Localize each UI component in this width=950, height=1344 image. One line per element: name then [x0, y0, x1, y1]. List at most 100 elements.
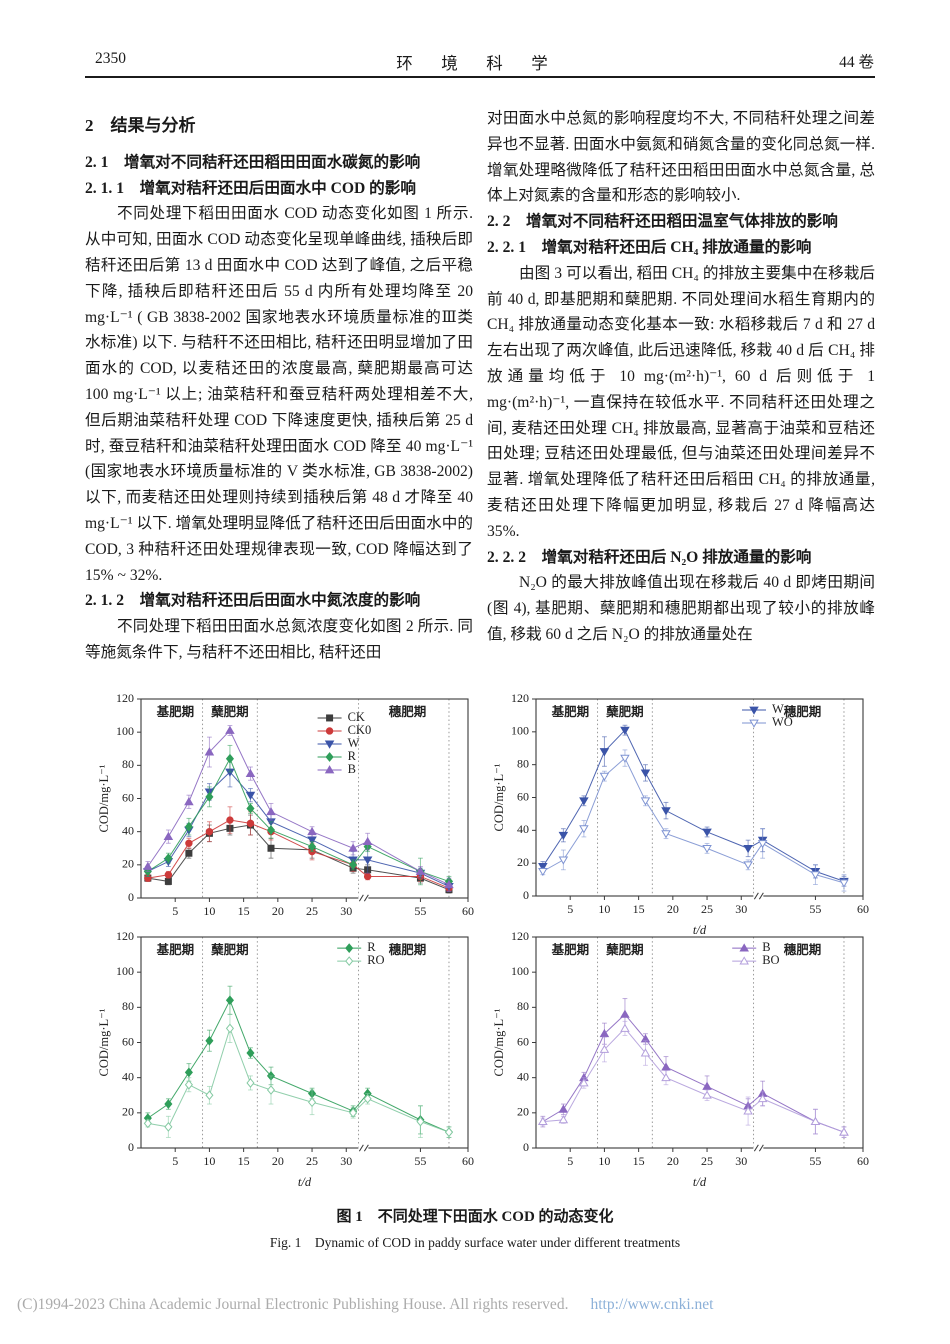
svg-text:5: 5	[567, 902, 573, 916]
svg-text:40: 40	[517, 1069, 529, 1083]
svg-text:20: 20	[517, 855, 529, 869]
chart-cod-wheat-straw: 0 20 40 60 80 100 120 5 10 15 20 25 30 55 60 基肥期 蘖肥期 穗肥期 C…	[492, 691, 869, 937]
paragraph: 对田面水中总氮的影响程度均不大, 不同秸秆处理之间差异也不显著. 田面水中氨氮和…	[487, 110, 875, 205]
svg-text:0: 0	[128, 1140, 134, 1154]
svg-text:穗肥期: 穗肥期	[389, 704, 427, 719]
svg-text:B: B	[348, 762, 356, 776]
svg-text:蘖肥期: 蘖肥期	[210, 704, 249, 719]
series-WO	[538, 749, 849, 892]
svg-text:W: W	[772, 702, 784, 716]
svg-text:15: 15	[238, 904, 250, 918]
svg-text:蘖肥期: 蘖肥期	[210, 942, 249, 957]
header-volume-label: 44 卷	[839, 54, 874, 71]
svg-text:t/d: t/d	[298, 1175, 312, 1189]
figure-caption-zh: 图 1 不同处理下田面水 COD 的动态变化	[336, 1209, 614, 1225]
svg-text:t/d: t/d	[693, 923, 707, 937]
svg-text:80: 80	[517, 756, 529, 770]
svg-text:穗肥期: 穗肥期	[784, 704, 822, 719]
svg-text:20: 20	[272, 904, 284, 918]
svg-text:120: 120	[511, 691, 529, 705]
svg-text:COD/mg·L⁻¹: COD/mg·L⁻¹	[97, 1008, 111, 1076]
page-footer: (C)1994-2023 China Academic Journal Elec…	[17, 1296, 713, 1314]
svg-text:20: 20	[667, 1154, 679, 1168]
svg-text:5: 5	[172, 904, 178, 918]
svg-text:蘖肥期: 蘖肥期	[605, 704, 644, 719]
section-heading: 2 结果与分析	[85, 116, 196, 135]
svg-text:60: 60	[122, 790, 134, 804]
series-BO	[538, 1020, 849, 1138]
svg-text:0: 0	[523, 888, 529, 902]
svg-text:100: 100	[116, 724, 134, 738]
svg-text:W: W	[348, 736, 360, 750]
svg-text:30: 30	[735, 902, 747, 916]
footer-copyright: (C)1994-2023 China Academic Journal Elec…	[17, 1296, 569, 1313]
svg-text:55: 55	[414, 1154, 426, 1168]
svg-text:CK0: CK0	[348, 723, 372, 737]
header-rule	[85, 76, 875, 78]
svg-text:20: 20	[272, 1154, 284, 1168]
svg-text:基肥期: 基肥期	[156, 704, 195, 719]
section-heading: 2. 2 增氧对不同秸秆还田稻田温室气体排放的影响	[487, 213, 838, 231]
svg-text:120: 120	[116, 929, 134, 943]
figure-caption-en: Fig. 1 Dynamic of COD in paddy surface w…	[269, 1235, 681, 1250]
svg-text:0: 0	[128, 890, 134, 904]
chart-cod-bean-straw: 0 20 40 60 80 100 120 5 10 15 20 25 30 55 60 基肥期 蘖肥期 穗肥期 C…	[492, 929, 869, 1189]
svg-text:0: 0	[523, 1140, 529, 1154]
svg-text:25: 25	[701, 1154, 713, 1168]
paragraph: 不同处理下稻田田面水 COD 动态变化如图 1 所示. 从中可知, 田面水 CO…	[85, 205, 473, 584]
svg-text:60: 60	[857, 1154, 869, 1168]
article-right-column: 对田面水中总氮的影响程度均不大, 不同秸秆处理之间差异也不显著. 田面水中氨氮和…	[487, 106, 875, 648]
svg-text:100: 100	[511, 724, 529, 738]
paragraph: N₂O 的最大排放峰值出现在移栽后 40 d 即烤田期间(图 4), 基肥期、蘖…	[487, 574, 875, 643]
svg-text:25: 25	[306, 1154, 318, 1168]
svg-text:10: 10	[203, 904, 215, 918]
svg-text:30: 30	[340, 1154, 352, 1168]
svg-text:BO: BO	[762, 953, 779, 967]
series-RO	[143, 1013, 454, 1138]
svg-text:R: R	[367, 940, 376, 954]
svg-text:5: 5	[172, 1154, 178, 1168]
article-left-column: 2 结果与分析 2. 1 增氧对不同秸秆还田稻田田面水碳氮的影响 2. 1. 1 增…	[85, 106, 473, 666]
svg-text:穗肥期: 穗肥期	[784, 942, 822, 957]
svg-text:30: 30	[340, 904, 352, 918]
series-B	[538, 998, 849, 1138]
svg-text:60: 60	[462, 904, 474, 918]
svg-text:80: 80	[122, 757, 134, 771]
svg-text:基肥期: 基肥期	[551, 704, 590, 719]
section-heading: 2. 2. 1 增氧对秸秆还田后 CH₄ 排放通量的影响	[487, 238, 812, 256]
section-heading: 2. 2. 2 增氧对秸秆还田后 N₂O 排放通量的影响	[487, 548, 812, 566]
svg-text:穗肥期: 穗肥期	[389, 942, 427, 957]
chart-cod-all-treatments: 0 20 40 60 80 100 120 5 10 15 20 25 30 55 60 基肥期 蘖肥期 穗肥期 C…	[97, 691, 474, 918]
svg-text:RO: RO	[367, 953, 384, 967]
paragraph: 由图 3 可以看出, 稻田 CH₄ 的排放主要集中在移栽后前 40 d, 即基肥…	[487, 264, 875, 540]
svg-text:蘖肥期: 蘖肥期	[605, 942, 644, 957]
svg-text:80: 80	[122, 999, 134, 1013]
svg-text:20: 20	[122, 857, 134, 871]
series-R	[143, 744, 454, 887]
svg-text:WO: WO	[772, 715, 793, 729]
svg-text:10: 10	[598, 902, 610, 916]
svg-text:60: 60	[462, 1154, 474, 1168]
svg-text:COD/mg·L⁻¹: COD/mg·L⁻¹	[492, 1008, 506, 1076]
svg-text:100: 100	[511, 964, 529, 978]
svg-text:55: 55	[414, 904, 426, 918]
svg-text:20: 20	[517, 1105, 529, 1119]
svg-text:15: 15	[238, 1154, 250, 1168]
footer-url[interactable]: http://www.cnki.net	[590, 1296, 714, 1313]
svg-text:80: 80	[517, 999, 529, 1013]
header-page-number: 2350	[95, 50, 126, 67]
svg-text:20: 20	[122, 1105, 134, 1119]
svg-text:40: 40	[122, 1069, 134, 1083]
svg-text:CK: CK	[348, 710, 365, 724]
series-W	[538, 724, 849, 887]
svg-text:COD/mg·L⁻¹: COD/mg·L⁻¹	[492, 763, 506, 831]
svg-text:15: 15	[633, 1154, 645, 1168]
svg-text:5: 5	[567, 1154, 573, 1168]
section-heading: 2. 1. 2 增氧对秸秆还田后田面水中氮浓度的影响	[85, 592, 421, 610]
svg-text:10: 10	[203, 1154, 215, 1168]
svg-text:60: 60	[517, 789, 529, 803]
series-B	[143, 725, 454, 892]
paragraph: 不同处理下稻田田面水总氮浓度变化如图 2 所示. 同等施氮条件下, 与秸秆不还田…	[85, 618, 473, 661]
section-heading: 2. 1. 1 增氧对秸秆还田后田面水中 COD 的影响	[85, 179, 416, 197]
